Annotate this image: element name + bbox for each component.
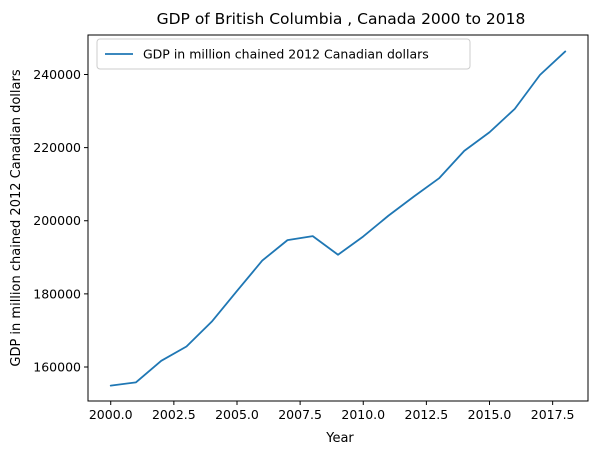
legend-box [96, 38, 471, 70]
plot-frame [87, 34, 589, 402]
plot-area [87, 34, 589, 402]
series-layer [109, 50, 567, 387]
chart-title: GDP of British Columbia , Canada 2000 to… [157, 10, 526, 28]
y-tick-label: 220000 [33, 140, 81, 155]
y-tick-label: 200000 [33, 213, 81, 228]
y-tick-label: 240000 [33, 67, 81, 82]
y-tick-label: 160000 [33, 359, 81, 374]
y-tick-label: 180000 [33, 286, 81, 301]
x-tick-label: 2005.0 [215, 407, 259, 422]
x-tick-label: 2010.0 [341, 407, 385, 422]
x-axis-title: Year [325, 431, 354, 446]
x-tick-label: 2002.5 [152, 407, 196, 422]
y-axis-title: GDP in million chained 2012 Canadian dol… [9, 69, 24, 366]
legend: GDP in million chained 2012 Canadian dol… [96, 38, 471, 70]
legend-label: GDP in million chained 2012 Canadian dol… [143, 47, 429, 62]
x-axis: 2000.0 2002.5 2005.0 2007.5 2010.0 2012.5 2015… [89, 401, 575, 422]
x-tick-label: 2015.0 [468, 407, 512, 422]
x-tick-label: 2000.0 [89, 407, 133, 422]
x-tick-label: 2007.5 [278, 407, 322, 422]
x-tick-label: 2012.5 [405, 407, 449, 422]
x-tick-label: 2017.5 [531, 407, 575, 422]
series-line [109, 50, 567, 387]
y-axis: 160000 180000 200000 220000 240000 [33, 67, 88, 374]
